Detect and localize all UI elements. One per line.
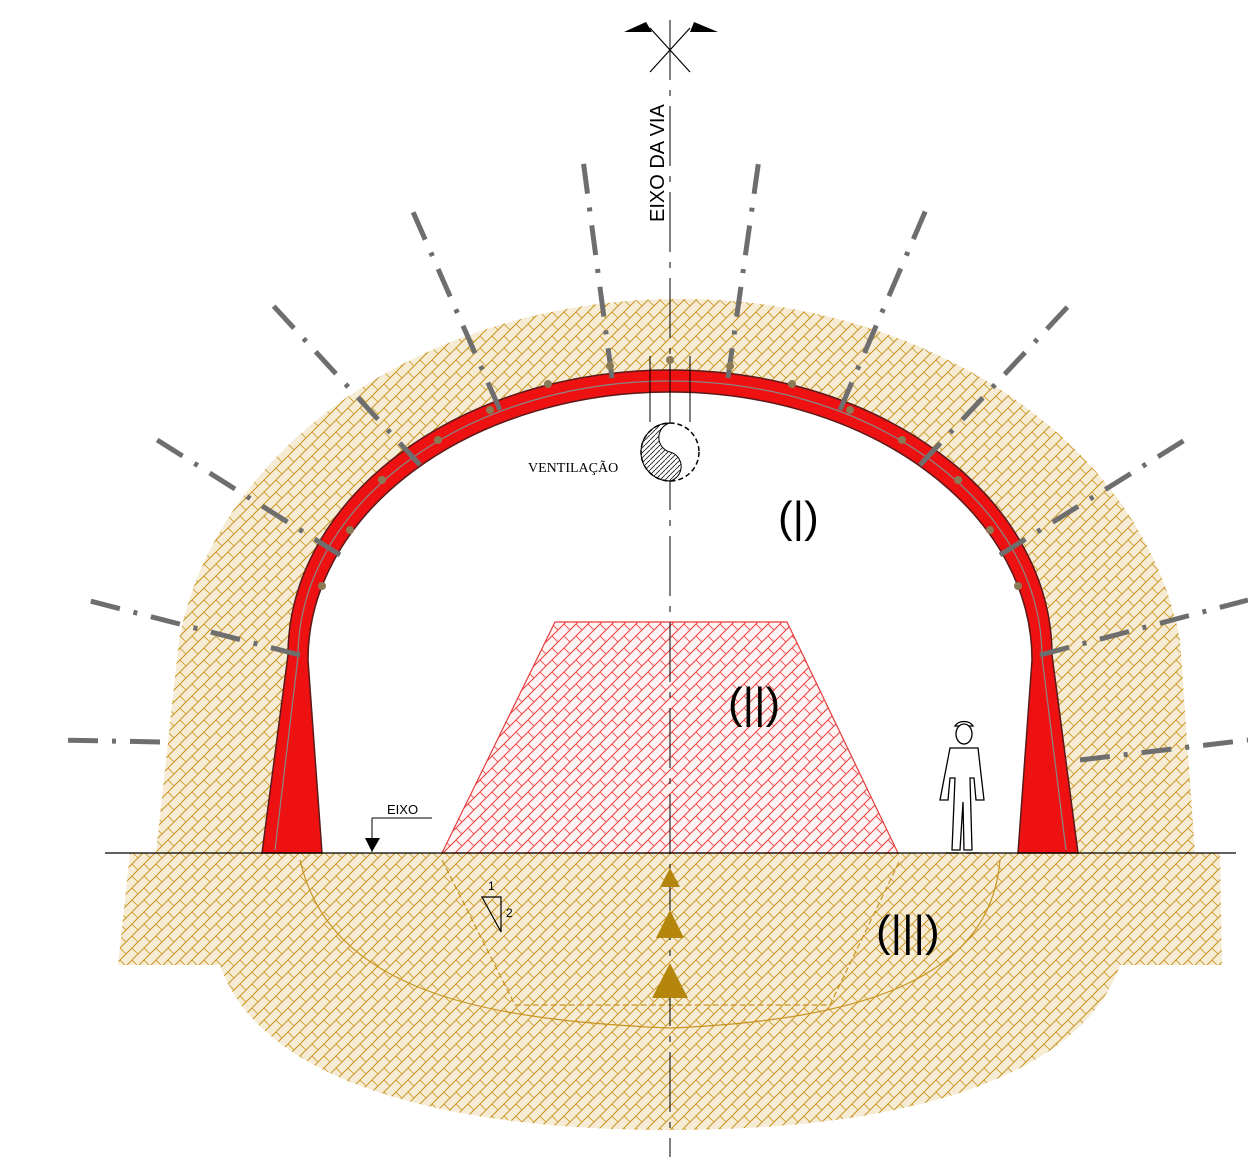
centerline-marker: [624, 22, 718, 73]
invert-outline: [441, 859, 901, 1006]
drain-arrows: [652, 868, 688, 998]
slope-rise: 1: [488, 879, 495, 893]
slope-indicator: [480, 896, 502, 933]
rock-bolts: [55, 151, 1248, 763]
phase-label-ii: (||): [728, 679, 780, 728]
ventilation-duct: [640, 356, 700, 482]
axis-label: EIXO DA VIA: [647, 104, 669, 222]
level-label: EIXO: [387, 802, 418, 817]
level-marker: [365, 817, 432, 852]
phase-label-iii: (|||): [876, 907, 940, 956]
lining-anchors: [318, 356, 1022, 590]
ventilation-label: VENTILAÇÃO: [528, 460, 618, 476]
slope-run: 2: [506, 906, 513, 920]
worker-figure: [939, 720, 985, 854]
phase-label-i: (|): [778, 493, 819, 542]
bench-excavation-outline: [299, 859, 1001, 1029]
